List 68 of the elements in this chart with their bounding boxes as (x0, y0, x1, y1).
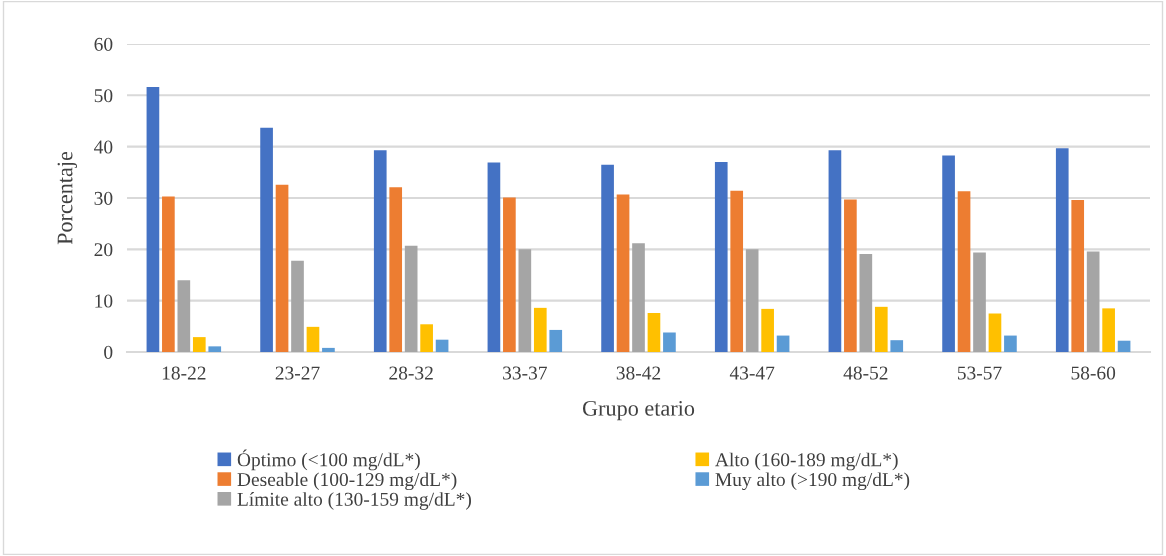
bar (616, 194, 630, 352)
bar (503, 197, 516, 352)
bar (874, 306, 888, 352)
bar (487, 162, 501, 352)
bar (549, 329, 563, 352)
y-tick-label: 30 (94, 191, 113, 205)
bar (942, 155, 955, 352)
bar (844, 199, 857, 352)
bar (1071, 200, 1085, 352)
x-tick-label: 58-60 (1071, 366, 1116, 380)
bar (177, 280, 191, 352)
bar (761, 308, 774, 352)
y-tick-label: 60 (94, 37, 113, 51)
x-tick-label: 43-47 (729, 366, 775, 380)
y-tick-label: 50 (94, 89, 113, 103)
bar (973, 252, 986, 352)
bar (859, 253, 873, 352)
bar (988, 313, 1002, 352)
y-tick-label: 0 (104, 345, 113, 359)
bar (373, 150, 387, 352)
bar (260, 127, 273, 352)
x-tick-label: 28-32 (389, 366, 433, 380)
y-axis-title: Porcentaje (57, 151, 77, 245)
bar (714, 162, 728, 352)
bar (828, 150, 842, 352)
x-tick-label: 23-27 (275, 366, 320, 380)
bar (890, 340, 904, 352)
bar (533, 307, 547, 352)
x-tick-label: 18-22 (162, 366, 206, 380)
bar (162, 196, 175, 352)
bar (632, 243, 645, 352)
bar (404, 245, 418, 352)
bar (146, 87, 160, 352)
x-tick-label: 33-37 (503, 366, 547, 380)
bar (192, 337, 206, 352)
legend-label: Deseable (100-129 mg/dL*) (237, 472, 457, 491)
bar (1117, 340, 1131, 352)
x-tick-label: 53-57 (957, 366, 1002, 380)
x-tick-label: 38-42 (616, 366, 661, 380)
bar (1004, 335, 1017, 352)
x-axis-title: Grupo etario (582, 400, 695, 421)
bar (518, 249, 532, 352)
bar (601, 164, 614, 352)
bar (208, 346, 222, 352)
legend-label: Muy alto (>190 mg/dL*) (715, 472, 910, 491)
legend-label: Óptimo (<100 mg/dL*) (237, 449, 420, 471)
legend-label: Límite alto (130-159 mg/dL*) (237, 492, 471, 510)
bar (730, 190, 744, 352)
bar (420, 324, 433, 352)
bar (306, 326, 320, 352)
y-tick-label: 20 (94, 243, 113, 257)
bar (1102, 308, 1115, 352)
bar (776, 335, 790, 352)
bar (322, 347, 335, 352)
bar (1086, 251, 1100, 352)
bar (291, 260, 304, 352)
y-tick-label: 40 (94, 140, 113, 154)
bar (957, 191, 971, 352)
y-tick-label: 10 (95, 294, 113, 308)
bar (647, 312, 661, 352)
bar (275, 184, 289, 352)
bar (389, 187, 403, 352)
bar (1055, 148, 1069, 352)
bar (663, 332, 676, 352)
bar (435, 339, 449, 352)
x-tick-label: 48-52 (843, 366, 888, 380)
legend-label: Alto (160-189 mg/dL*) (715, 452, 898, 471)
bar (745, 249, 759, 352)
